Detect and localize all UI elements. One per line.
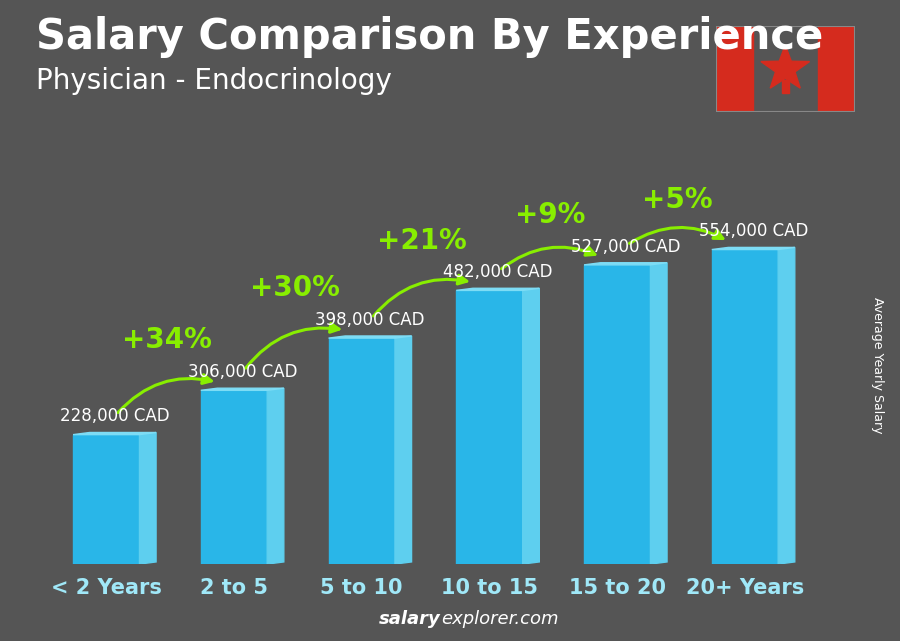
Text: salary: salary xyxy=(379,610,441,628)
Text: 554,000 CAD: 554,000 CAD xyxy=(698,222,808,240)
Polygon shape xyxy=(456,290,523,564)
Text: Salary Comparison By Experience: Salary Comparison By Experience xyxy=(36,16,824,58)
Bar xyxy=(782,79,788,93)
Polygon shape xyxy=(523,288,539,564)
Text: +5%: +5% xyxy=(643,186,713,213)
Polygon shape xyxy=(73,435,140,564)
Polygon shape xyxy=(328,336,411,338)
Text: +34%: +34% xyxy=(122,326,212,354)
Bar xyxy=(818,26,855,112)
Polygon shape xyxy=(778,247,795,564)
Text: +21%: +21% xyxy=(377,226,467,254)
Polygon shape xyxy=(584,263,667,265)
Polygon shape xyxy=(395,336,411,564)
Polygon shape xyxy=(651,263,667,564)
Bar xyxy=(716,26,752,112)
Polygon shape xyxy=(73,433,156,435)
Text: +30%: +30% xyxy=(249,274,339,302)
Polygon shape xyxy=(201,390,267,564)
Text: +9%: +9% xyxy=(515,201,585,229)
Polygon shape xyxy=(584,265,651,564)
Polygon shape xyxy=(267,388,284,564)
Polygon shape xyxy=(456,288,539,290)
Text: explorer.com: explorer.com xyxy=(441,610,559,628)
Text: 527,000 CAD: 527,000 CAD xyxy=(571,238,680,256)
Text: 482,000 CAD: 482,000 CAD xyxy=(443,263,553,281)
Polygon shape xyxy=(201,388,284,390)
Polygon shape xyxy=(328,338,395,564)
Text: 228,000 CAD: 228,000 CAD xyxy=(59,407,169,426)
Text: 398,000 CAD: 398,000 CAD xyxy=(315,311,425,329)
Polygon shape xyxy=(760,45,810,88)
Polygon shape xyxy=(140,433,156,564)
Text: Physician - Endocrinology: Physician - Endocrinology xyxy=(36,67,392,96)
Polygon shape xyxy=(712,247,795,249)
Text: Average Yearly Salary: Average Yearly Salary xyxy=(871,297,884,433)
Text: 306,000 CAD: 306,000 CAD xyxy=(187,363,297,381)
Polygon shape xyxy=(712,249,778,564)
